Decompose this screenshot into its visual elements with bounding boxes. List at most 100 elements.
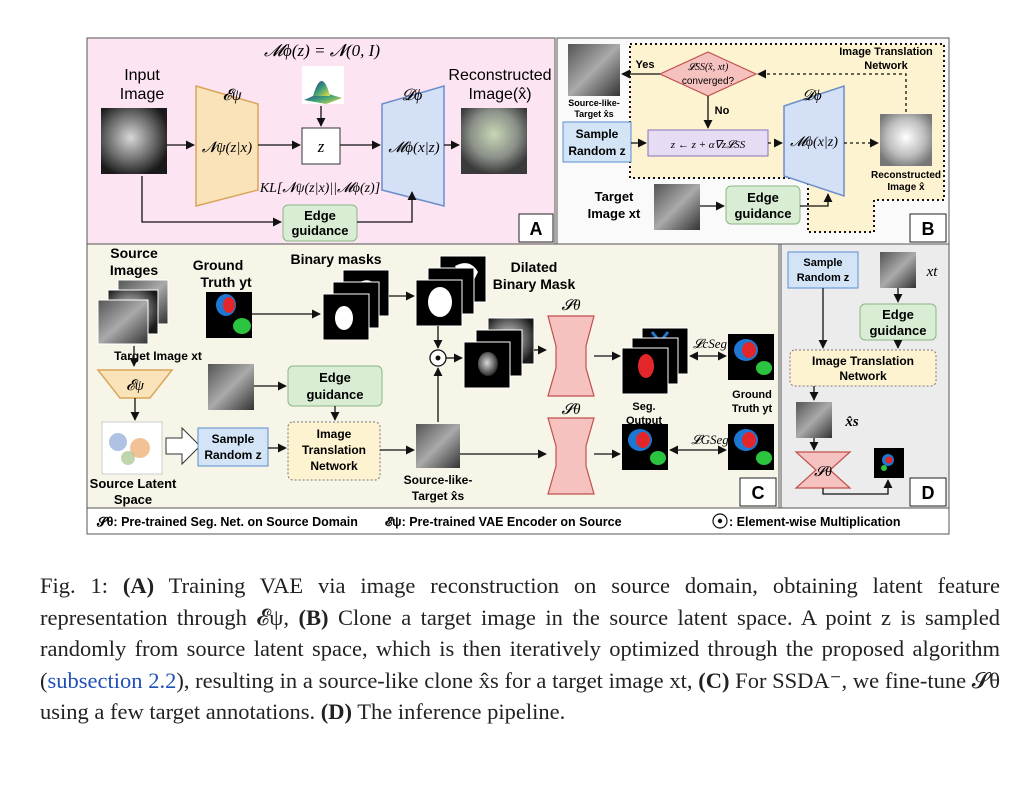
dilated-1: Dilated [511,259,558,275]
decoder-symbol: 𝓓ϕ [402,87,423,104]
edge-guidance-a [282,204,358,242]
panel-c: Source Images Ground Truth yt Binary mas… [86,243,780,509]
panel-a-tag: A [530,219,543,239]
encoder-c [96,369,174,399]
decision-2: converged? [682,76,735,87]
caption-link[interactable]: subsection 2.2 [47,667,177,693]
clone-c-2: Target x̂s [412,489,465,503]
loss-g: 𝓛GSeg [691,432,729,447]
source-c-1: Source [110,245,158,261]
legend-seg-net: 𝓢θ: Pre-trained Seg. Net. on Source Doma… [96,515,358,529]
update-step [647,129,769,157]
clone-c-1: Source-like- [404,473,473,487]
sample-c-2: Random z [204,448,261,462]
update-formula: z ← z + α∇z𝓛SS [670,139,746,151]
panel-a: 𝓜ϕ(z) = 𝓝(0, I) Input Image 𝓔ψ 𝓝ψ(z|x) z… [86,37,556,245]
itn-c [287,421,381,481]
gt-c-1: Ground [193,257,244,273]
clone-image-d [796,402,832,438]
edge-c-2: guidance [306,387,363,402]
sample-random-b [562,121,632,163]
caption-a-text: Training VAE via image reconstruction on… [40,573,1000,630]
gt2-1: Ground [732,389,772,401]
caption-b-text2: ), resulting in a source-like clone x̂s … [176,667,699,693]
input-label-2: Image [120,86,165,103]
sample-b-1: Sample [576,127,619,141]
seg-bottom-symbol: 𝓢θ [562,402,582,418]
method-figure: 𝓜ϕ(z) = 𝓝(0, I) Input Image 𝓔ψ 𝓝ψ(z|x) z… [86,37,950,535]
target-image-b [654,184,700,230]
caption-c-tag: (C) [698,667,730,693]
network-label-1: Image Translation [839,46,933,58]
prediction-d [874,448,904,478]
sample-c-1: Sample [212,432,255,446]
sample-random-c [197,427,269,467]
caption-d-tag: (D) [320,699,353,724]
yes-label: Yes [636,59,655,71]
legend-mult: : Element-wise Multiplication [729,515,901,529]
prior-surface-icon [302,66,344,104]
kl-formula: KL[𝓝ψ(z|x)||𝓜ϕ(z)] [259,181,380,196]
target-b-1: Target [595,189,634,204]
seg-d-symbol: 𝓢θ [814,465,832,480]
itn-d-2: Network [839,369,887,383]
no-label: No [715,105,730,117]
seg-output-stack [621,327,689,395]
binary-mask-stack [322,269,390,341]
output-label-2: Image(x̂) [468,86,531,103]
gt-c-2: Truth yt [200,274,252,290]
hollow-arrow [165,426,201,466]
clone-b-2: Target x̂s [574,109,613,119]
decoder-formula: 𝓜ϕ(x|z) [388,140,439,156]
loss-c: 𝓛cSeg [693,336,727,351]
recon-b-2: Image x̂ [887,182,925,193]
panel-c-tag: C [752,483,765,503]
binary-masks-label: Binary masks [290,251,381,267]
caption-d-text: The inference pipeline. [352,699,566,724]
dilated-2: Binary Mask [493,276,576,292]
encoder-symbol: 𝓔ψ [222,87,242,104]
latent-space-plot [101,421,163,475]
seg-top-symbol: 𝓢θ [562,298,582,314]
panel-b-tag: B [922,219,935,239]
sample-d-1: Sample [803,257,842,269]
edge-b-2: guidance [734,206,791,221]
input-image [101,108,167,174]
network-label-2: Network [864,60,908,72]
itn-c-1: Image [317,427,352,441]
sample-random-d [787,251,859,289]
edge-b-1: Edge [747,190,779,205]
panel-d-tag: D [922,483,935,503]
output-label-1: Reconstructed [448,67,551,84]
caption-c-text: For SSDA⁻, we fine-tune 𝓢θ using a few t… [40,667,1000,725]
legend-vae-enc: 𝓔ψ: Pre-trained VAE Encoder on Source [385,515,622,529]
source-c-2: Images [110,262,158,278]
ground-truth-mask [206,292,252,338]
recon-b-1: Reconstructed [871,170,941,181]
edge-a-1: Edge [304,208,336,223]
encoder-c-symbol: 𝓔ψ [126,378,145,394]
edge-d-1: Edge [882,307,914,322]
decoder-b [783,84,845,198]
latent-c-2: Space [114,492,152,507]
seg-net-bottom [547,417,595,495]
sample-b-2: Random z [568,144,625,158]
seg-net-d [794,451,852,489]
legend: 𝓢θ: Pre-trained Seg. Net. on Source Doma… [86,507,950,535]
caption-b-tag: (B) [298,604,329,630]
seg-output-1: Seg. [632,401,655,413]
prior-formula: 𝓜ϕ(z) = 𝓝(0, I) [264,41,380,60]
recon-image-b [880,114,932,166]
seg-output-bottom [622,424,668,470]
target-d-label: xt [926,264,939,280]
itn-d [789,349,937,387]
clone-d-label: x̂s [844,414,859,430]
panel-d: Sample Random z xt Edge guidance Image T… [780,243,950,509]
target-image-c-pic [208,364,254,410]
edge-guidance-b [725,185,801,225]
source-image-stack [97,279,169,345]
figure-caption: Fig. 1: (A) Training VAE via image recon… [40,570,1000,728]
decoder-b-formula: 𝓜ϕ(x|z) [790,135,838,150]
caption-a-tag: (A) [122,573,155,598]
decision-1: 𝓛SS(x̂, xt) [688,62,729,73]
